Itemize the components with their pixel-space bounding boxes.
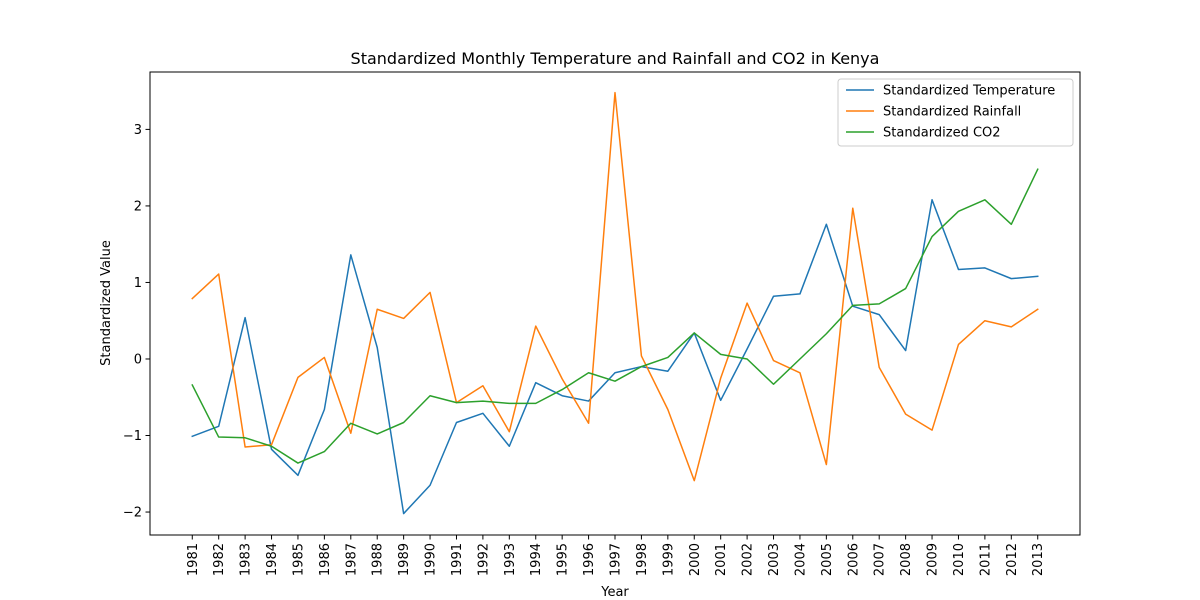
x-tick-label: 2012	[1005, 543, 1020, 576]
x-tick-label: 2011	[978, 543, 993, 576]
x-tick-label: 2009	[926, 543, 941, 576]
x-tick-label: 1997	[609, 543, 624, 576]
x-tick-label: 1987	[344, 543, 359, 576]
x-axis: 1981 1982 1983 1984 1985 1986 1987 1988 1989 1990…	[186, 535, 1046, 576]
x-tick-label: 1996	[582, 543, 597, 576]
y-tick-label: −1	[123, 429, 142, 444]
y-tick-label: −2	[123, 506, 142, 521]
series-line-3	[191, 168, 1039, 464]
y-axis: −2 −1 0 1 2 3	[123, 123, 150, 521]
x-tick-label: 1992	[476, 543, 491, 576]
chart-title: Standardized Monthly Temperature and Rai…	[351, 49, 880, 68]
x-tick-label: 2006	[846, 543, 861, 576]
x-tick-label: 1986	[318, 543, 333, 576]
y-tick-label: 0	[134, 352, 142, 367]
series-line-2	[191, 91, 1039, 482]
x-tick-label: 1990	[424, 543, 439, 576]
y-tick-label: 1	[134, 276, 142, 291]
x-tick-label: 1993	[503, 543, 518, 576]
legend-entry: Standardized Temperature	[883, 84, 1055, 99]
x-tick-label: 2008	[899, 543, 914, 576]
x-tick-label: 1991	[450, 543, 465, 576]
series-line-1	[191, 199, 1039, 515]
x-tick-label: 2007	[873, 543, 888, 576]
x-tick-label: 1994	[529, 543, 544, 576]
series-layer	[191, 91, 1039, 515]
y-tick-label: 3	[134, 123, 142, 138]
legend: Standardized Temperature Standardized Rai…	[837, 78, 1074, 147]
x-tick-label: 1983	[239, 543, 254, 576]
x-tick-label: 2013	[1031, 543, 1046, 576]
legend-entry: Standardized Rainfall	[883, 105, 1021, 120]
legend-entry: Standardized CO2	[883, 126, 1001, 141]
x-tick-label: 1981	[186, 543, 201, 576]
y-tick-label: 2	[134, 199, 142, 214]
x-tick-label: 1998	[635, 543, 650, 576]
x-tick-label: 2005	[820, 543, 835, 576]
y-axis-label: Standardized Value	[99, 240, 114, 366]
x-tick-label: 1984	[265, 543, 280, 576]
x-tick-label: 2000	[688, 543, 703, 576]
x-tick-label: 1989	[397, 543, 412, 576]
x-tick-label: 1995	[556, 543, 571, 576]
x-tick-label: 1982	[212, 543, 227, 576]
x-tick-label: 1999	[661, 543, 676, 576]
x-axis-label: Year	[600, 585, 629, 600]
x-tick-label: 1988	[371, 543, 386, 576]
x-tick-label: 2010	[952, 543, 967, 576]
x-tick-label: 2002	[741, 543, 756, 576]
legend-box	[837, 78, 1074, 147]
x-tick-label: 1985	[291, 543, 306, 576]
x-tick-label: 2001	[714, 543, 729, 576]
x-tick-label: 2003	[767, 543, 782, 576]
x-tick-label: 2004	[793, 543, 808, 576]
